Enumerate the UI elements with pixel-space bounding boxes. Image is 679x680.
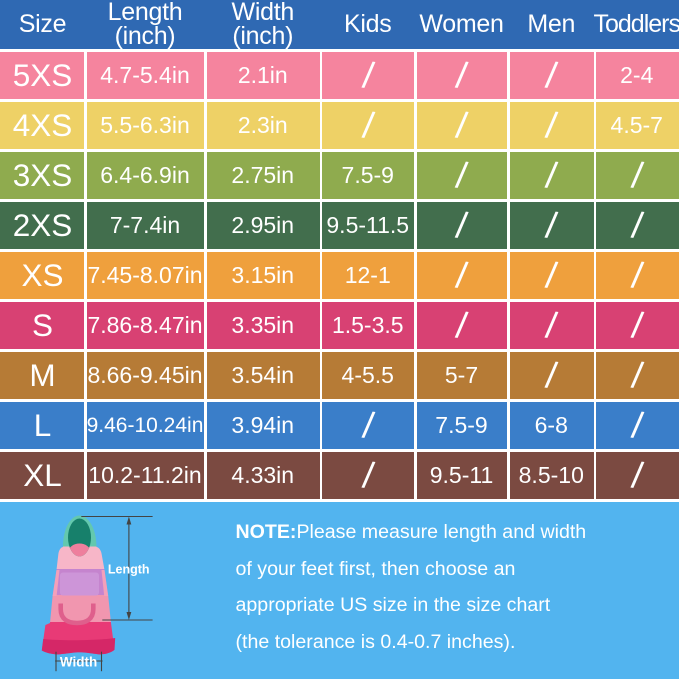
svg-text:Width: Width [60, 654, 97, 669]
svg-text:Length: Length [108, 562, 150, 576]
